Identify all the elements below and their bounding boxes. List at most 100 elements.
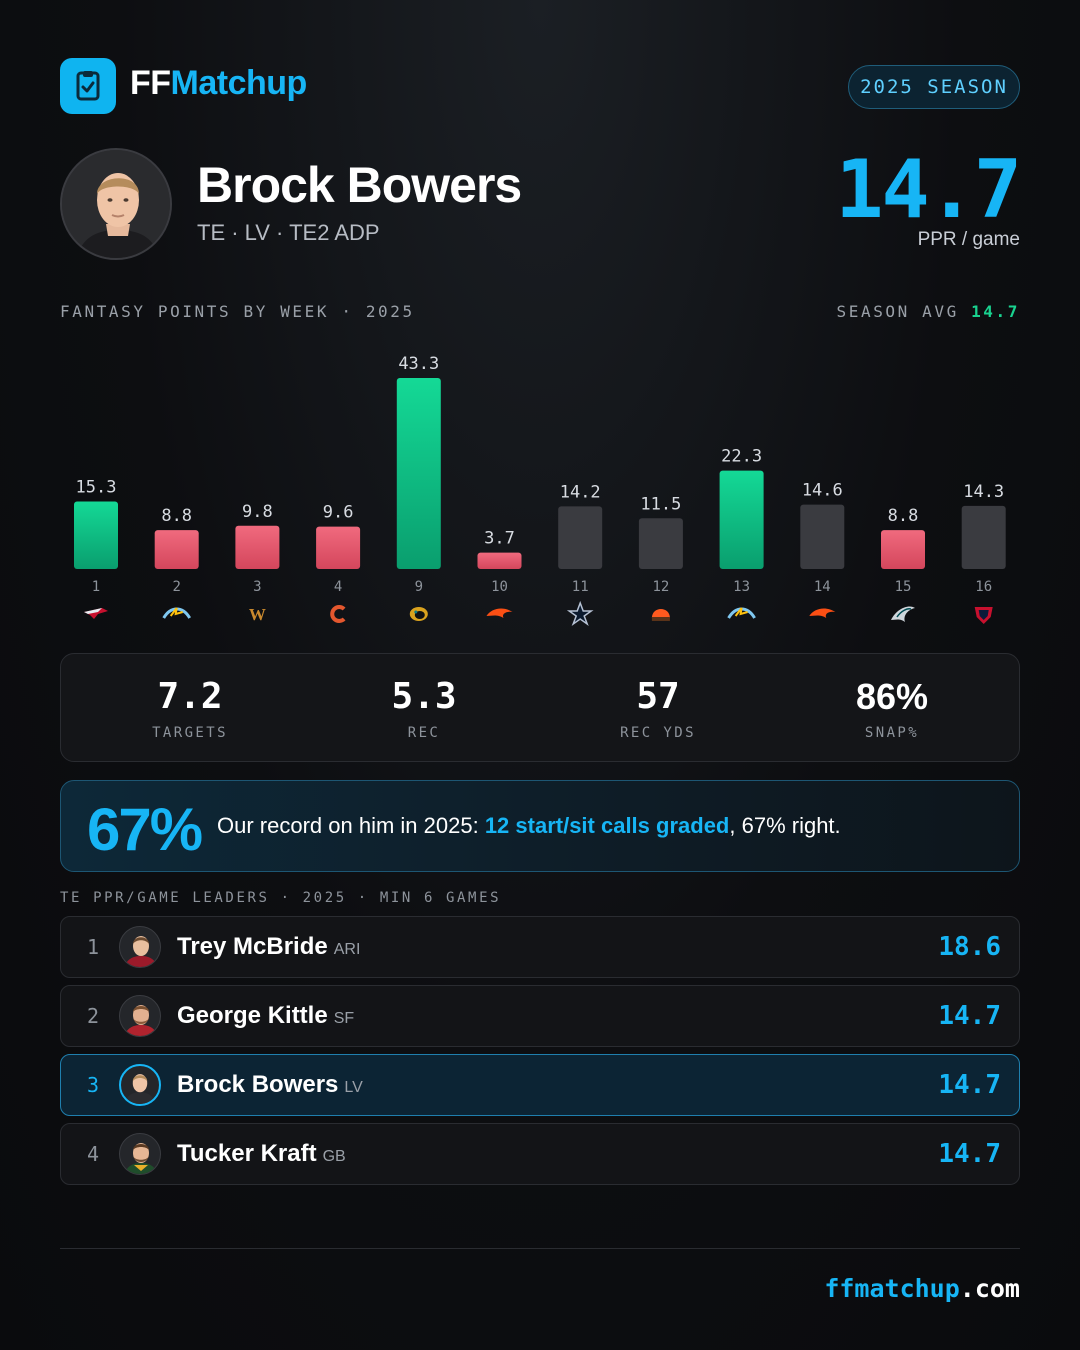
patriots-logo-icon — [84, 608, 108, 619]
leader-row[interactable]: 1 Trey McBride ARI 18.6 — [60, 916, 1020, 978]
leader-value: 14.7 — [938, 1001, 1001, 1031]
record-pct: 67% — [87, 796, 203, 863]
brand-name-part2: Matchup — [170, 64, 308, 102]
week-tick-label: 1 — [92, 579, 100, 595]
bar-week-1[interactable] — [74, 501, 118, 569]
brand-name-part1: FF — [130, 64, 171, 102]
bar-value-label: 14.3 — [963, 482, 1004, 502]
record-text-before: Our record on him in 2025: — [217, 813, 485, 838]
footer-site-link[interactable]: ffmatchup.com — [824, 1274, 1020, 1303]
leader-row-highlighted[interactable]: 3 Brock Bowers LV 14.7 — [60, 1054, 1020, 1116]
leader-row[interactable]: 2 George Kittle SF 14.7 — [60, 985, 1020, 1047]
leaders-label: TE PPR/GAME LEADERS · 2025 · MIN 6 GAMES — [60, 890, 502, 906]
leader-name: George Kittle SF — [177, 1002, 354, 1030]
bar-week-16[interactable] — [961, 505, 1006, 569]
bar-week-2[interactable] — [154, 530, 199, 569]
week-tick-label: 11 — [572, 579, 589, 595]
leader-value: 14.7 — [938, 1070, 1001, 1100]
bears-logo-icon — [330, 605, 346, 623]
bar-week-3[interactable] — [235, 525, 280, 569]
browns-logo-icon — [651, 609, 670, 621]
stat-label: REC — [407, 725, 441, 741]
stat-value: 86% — [855, 676, 929, 717]
week-tick-label: 2 — [172, 579, 180, 595]
footer-divider — [60, 1248, 1020, 1249]
bar-week-4[interactable] — [316, 526, 361, 569]
leader-rank: 1 — [86, 935, 100, 959]
bar-value-label: 15.3 — [76, 478, 117, 498]
stat-rec: 5.3 REC — [307, 654, 541, 763]
bar-value-label: 22.3 — [721, 447, 762, 467]
cowboys-logo-icon — [566, 600, 594, 627]
leader-row[interactable]: 4 Tucker Kraft GB 14.7 — [60, 1123, 1020, 1185]
bar-week-9[interactable] — [396, 378, 441, 569]
leader-avatar — [119, 1133, 161, 1175]
leader-name-text: George Kittle — [177, 1002, 328, 1029]
bar-week-13[interactable] — [719, 470, 764, 569]
site-part1: ffmatchup — [824, 1274, 960, 1303]
ppr-label: PPR / game — [917, 229, 1020, 250]
texans-logo-icon — [974, 607, 993, 624]
leader-team: SF — [333, 1010, 355, 1027]
leader-team: LV — [344, 1079, 363, 1096]
stat-label: REC YDS — [620, 725, 696, 741]
leader-value: 18.6 — [938, 932, 1001, 962]
bar-value-label: 8.8 — [161, 506, 192, 526]
brand-name: FFMatchup — [130, 64, 307, 103]
season-badge: 2025 SEASON — [848, 65, 1020, 109]
bar-week-12[interactable] — [638, 518, 683, 569]
week-tick-label: 16 — [975, 579, 992, 595]
bar-value-label: 3.7 — [484, 529, 515, 549]
bar-week-11[interactable] — [558, 506, 603, 569]
stat-targets: 7.2 TARGETS — [73, 654, 307, 763]
week-tick-label: 9 — [415, 579, 423, 595]
stat-value: 7.2 — [157, 676, 223, 717]
ppr-value: 14.7 — [835, 143, 1022, 236]
season-avg: SEASON AVG 14.7 — [837, 302, 1021, 321]
bar-week-14[interactable] — [800, 504, 845, 569]
player-headshot-icon — [124, 936, 158, 967]
leader-name-text: Trey McBride — [177, 933, 328, 960]
player-avatar — [60, 148, 172, 260]
chargers-logo-icon — [162, 607, 191, 619]
leader-name: Brock Bowers LV — [177, 1071, 363, 1099]
brand-logo — [60, 58, 116, 114]
commanders-logo-icon: W — [249, 605, 266, 624]
stat-label: TARGETS — [152, 725, 228, 741]
bar-value-label: 8.8 — [888, 506, 919, 526]
record-text-highlight[interactable]: 12 start/sit calls graded — [484, 813, 730, 838]
record-text: Our record on him in 2025: 12 start/sit … — [217, 813, 841, 839]
leader-rank: 4 — [86, 1142, 100, 1166]
bar-value-label: 9.6 — [323, 503, 354, 523]
bar-value-label: 14.2 — [560, 482, 601, 502]
leader-rank: 2 — [86, 1004, 100, 1028]
stat-rec-yds: 57 REC YDS — [541, 654, 775, 763]
week-tick-label: 10 — [491, 579, 508, 595]
leader-team: GB — [322, 1148, 346, 1165]
bar-week-10[interactable] — [477, 552, 522, 569]
leader-name-text: Tucker Kraft — [177, 1140, 317, 1167]
season-avg-value: 14.7 — [971, 302, 1020, 321]
week-tick-label: 3 — [253, 579, 261, 595]
leader-name: Tucker Kraft GB — [177, 1140, 346, 1168]
leader-avatar — [119, 926, 161, 968]
bar-value-label: 11.5 — [640, 494, 681, 514]
svg-text:W: W — [249, 605, 266, 624]
leader-value: 14.7 — [938, 1139, 1001, 1169]
week-tick-label: 14 — [814, 579, 831, 595]
leader-avatar — [119, 1064, 161, 1106]
broncos-logo-icon — [809, 608, 836, 618]
leader-team: ARI — [333, 941, 361, 958]
leader-name: Trey McBride ARI — [177, 933, 360, 961]
bar-week-15[interactable] — [881, 530, 925, 569]
weekly-points-chart: 15.3 1 8.8 2 9.8 3 W 9.6 4 43.3 9 3.7 10 14.2 11 11.5 12… — [74, 354, 1006, 627]
stats-panel: 7.2 TARGETS 5.3 REC 57 REC YDS 86% SNAP% — [60, 653, 1020, 762]
player-headshot-icon — [124, 1005, 158, 1036]
record-text-after: , 67% right. — [729, 813, 841, 838]
record-panel: 67% Our record on him in 2025: 12 start/… — [60, 780, 1020, 872]
eagles-logo-icon — [891, 606, 915, 622]
chart-section-label: FANTASY POINTS BY WEEK · 2025 — [60, 302, 415, 321]
stat-label: SNAP% — [864, 725, 920, 741]
site-part2: .com — [959, 1274, 1020, 1303]
stat-snap: 86% SNAP% — [775, 654, 1009, 763]
